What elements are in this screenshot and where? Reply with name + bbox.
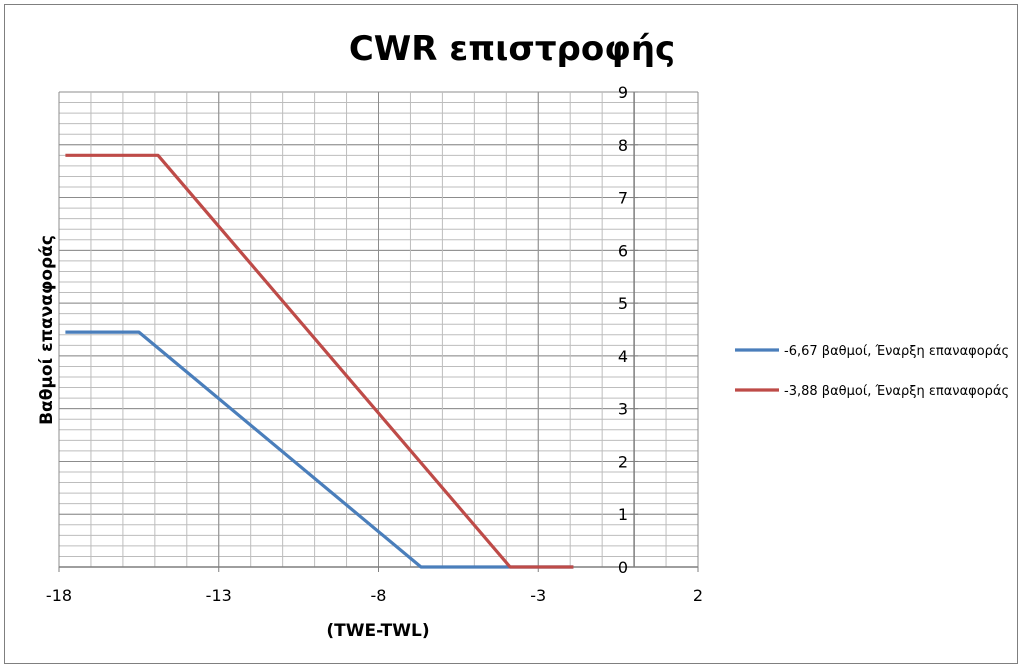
gridlines — [58, 91, 699, 568]
axes — [58, 91, 699, 572]
x-tick-label: -3 — [530, 586, 546, 605]
x-tick-label: -8 — [371, 586, 387, 605]
y-tick-label: 3 — [618, 400, 628, 419]
y-tick-label: 0 — [618, 558, 628, 577]
x-tick-label: -13 — [206, 586, 232, 605]
y-tick-label: 7 — [618, 189, 628, 208]
y-axis-label: Βαθμοί επαναφοράς — [37, 235, 57, 425]
y-tick-label: 5 — [618, 294, 628, 313]
y-tick-label: 8 — [618, 136, 628, 155]
y-tick-label: 2 — [618, 452, 628, 471]
chart-frame — [4, 4, 1018, 664]
series-line-2 — [65, 153, 574, 569]
x-tick-label: -18 — [46, 586, 72, 605]
series-line-1 — [65, 330, 574, 569]
y-tick-label: 9 — [618, 83, 628, 102]
series-lines — [65, 153, 574, 569]
y-tick-label: 6 — [618, 241, 628, 260]
y-tick-label: 1 — [618, 505, 628, 524]
x-axis-label: (TWE-TWL) — [326, 621, 429, 641]
legend: -6,67 βαθμοί, Έναρξη επαναφοράς -3,88 βαθ… — [735, 344, 1009, 399]
legend-label-1: -6,67 βαθμοί, Έναρξη επαναφοράς — [784, 344, 1009, 359]
tick-labels: -18 -13 -8 -3 2 0 1 2 3 4 5 6 7 8 9 — [46, 83, 703, 605]
chart-title: CWR επιστροφής — [349, 29, 675, 69]
x-tick-label: 2 — [693, 586, 703, 605]
legend-label-2: -3,88 βαθμοί, Έναρξη επαναφοράς — [784, 384, 1009, 399]
y-tick-label: 4 — [618, 347, 628, 366]
